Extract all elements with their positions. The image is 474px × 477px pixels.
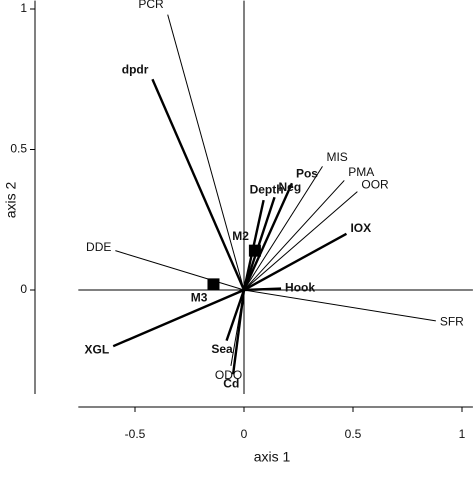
vector-label: Neg <box>279 180 302 194</box>
loading-vector <box>225 289 246 341</box>
loading-vector <box>242 182 294 291</box>
vector-label: IOX <box>350 221 371 235</box>
loading-vector <box>243 287 282 292</box>
y-tick-label: 0.5 <box>10 142 27 156</box>
x-tick-label: 1 <box>459 427 466 441</box>
x-tick-label: 0.5 <box>345 427 362 441</box>
vector-label: MIS <box>326 150 347 164</box>
vector-label: SFR <box>440 315 464 329</box>
loading-vector <box>243 180 345 291</box>
loading-vector <box>243 166 323 291</box>
centroid-label: M2 <box>232 229 249 243</box>
vector-label: PMA <box>348 165 374 179</box>
loading-vector <box>115 250 245 291</box>
x-tick-label: -0.5 <box>125 427 146 441</box>
loading-vector <box>243 232 348 292</box>
vector-label: Sea <box>211 342 233 356</box>
loading-vector <box>243 191 358 291</box>
loading-vector <box>151 78 246 291</box>
loading-vector <box>231 289 246 375</box>
y-axis-label: axis 2 <box>3 182 19 219</box>
vector-label: ODO <box>215 368 242 382</box>
loading-vector <box>167 14 245 291</box>
loading-vector <box>112 288 245 348</box>
centroid <box>248 244 261 257</box>
vector-label: PCR <box>138 0 164 11</box>
x-axis-label: axis 1 <box>254 449 291 465</box>
y-tick-label: 1 <box>20 1 27 15</box>
vector-label: Cd <box>223 376 239 390</box>
vector-label: DDE <box>86 240 111 254</box>
centroid <box>207 278 220 291</box>
y-tick-label: 0 <box>20 282 27 296</box>
loading-vector <box>243 289 436 322</box>
vector-label: Hook <box>285 280 315 294</box>
vector-label: dpdr <box>122 62 149 76</box>
vector-label: XGL <box>85 342 110 356</box>
loading-vector <box>242 196 276 291</box>
vector-label: Pos <box>296 166 318 180</box>
vector-label: OOR <box>361 177 389 191</box>
centroid-label: M3 <box>191 291 208 305</box>
vector-label: Depth <box>250 182 284 196</box>
x-tick-label: 0 <box>241 427 248 441</box>
